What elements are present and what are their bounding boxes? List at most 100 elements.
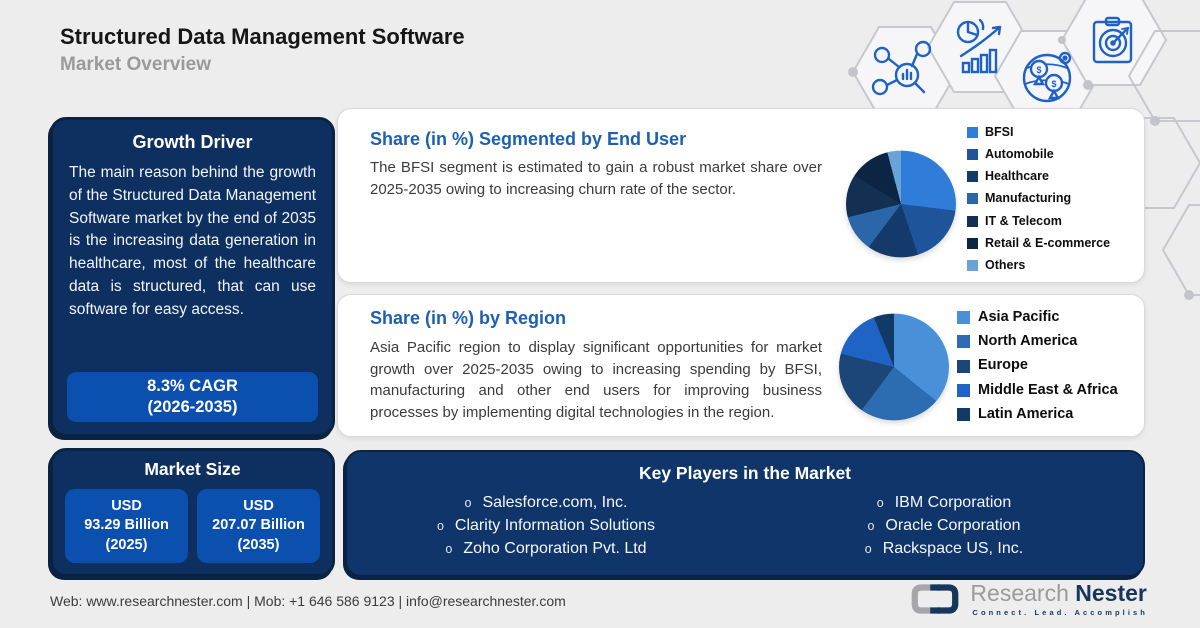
key-player-name: Oracle Corporation	[885, 517, 1021, 535]
legend-item: Manufacturing	[967, 192, 1110, 205]
growth-driver-text: The main reason behind the growth of the…	[69, 164, 316, 318]
footer-contact: Web: www.researchnester.com | Mob: +1 64…	[50, 593, 566, 609]
cagr-period: (2026-2035)	[147, 398, 238, 416]
end-user-legend: BFSI Automobile Healthcare Manufacturing IT …	[967, 125, 1111, 281]
legend-swatch	[967, 237, 978, 249]
key-player-item: o IBM Corporation	[877, 491, 1011, 514]
amount-label: 207.07 Billion	[212, 517, 305, 534]
legend-item: Others	[967, 257, 1110, 272]
year-label: (2035)	[237, 536, 280, 553]
legend-swatch	[967, 171, 978, 183]
key-player-name: Salesforce.com, Inc.	[482, 494, 628, 511]
legend-item: Retail & E-commerce	[967, 235, 1111, 250]
key-player-item: o Zoho Corporation Pvt. Ltd	[445, 537, 646, 560]
legend-swatch	[967, 215, 978, 227]
company-logo: Research Nester Connect. Lead. Accomplis…	[909, 579, 1148, 619]
legend-swatch	[967, 127, 978, 139]
legend-item: Middle East & Africa	[957, 381, 1118, 398]
legend-item: North America	[957, 333, 1118, 350]
market-size-title: Market Size	[144, 459, 241, 479]
bullet-icon: o	[876, 496, 884, 510]
legend-swatch	[957, 335, 970, 349]
legend-label: IT & Telecom	[985, 213, 1062, 228]
legend-label: Automobile	[985, 147, 1054, 162]
market-research-network-icon	[871, 40, 932, 96]
region-card-text: Asia Pacific region to display significa…	[370, 339, 822, 421]
legend-label: Healthcare	[985, 169, 1049, 184]
target-plan-icon	[1092, 16, 1133, 64]
region-share-card: Share (in %) by Region Asia Pacific regi…	[337, 294, 1145, 437]
legend-item: Asia Pacific	[957, 309, 1118, 325]
cagr-badge: 8.3% CAGR (2026-2035)	[67, 372, 318, 422]
region-pie-chart	[839, 313, 949, 421]
global-market-icon: $ $	[1022, 51, 1072, 103]
region-legend: Asia Pacific North America Europe Middle Ea…	[957, 309, 1118, 431]
bullet-icon: o	[867, 519, 875, 534]
bullet-icon: o	[864, 542, 872, 557]
key-players-column-left: o Salesforce.com, Inc. o Clarity Informatio…	[347, 491, 745, 561]
key-player-item: o Rackspace US, Inc.	[865, 537, 1023, 560]
bullet-icon: o	[464, 496, 472, 510]
market-size-2035-badge: USD 207.07 Billion (2035)	[197, 489, 320, 563]
legend-item: BFSI	[967, 125, 1110, 139]
key-player-item: o Clarity Information Solutions	[437, 514, 655, 537]
legend-label: BFSI	[985, 125, 1014, 139]
legend-label: Retail & E-commerce	[985, 235, 1111, 250]
key-player-name: Rackspace US, Inc.	[882, 540, 1024, 558]
bullet-icon: o	[436, 519, 444, 534]
currency-label: USD	[111, 498, 142, 515]
svg-text:$: $	[1036, 65, 1041, 75]
legend-item: Automobile	[967, 147, 1110, 162]
growth-driver-panel: Growth Driver The main reason behind the…	[50, 117, 335, 437]
market-size-panel: Market Size USD 93.29 Billion (2025) USD…	[50, 448, 335, 577]
legend-swatch	[967, 193, 978, 205]
legend-swatch	[957, 383, 970, 397]
end-user-card-title: Share (in %) Segmented by End User	[370, 129, 687, 149]
logo-name-bold: Nester	[1075, 579, 1147, 606]
year-label: (2025)	[105, 536, 148, 553]
key-player-item: o Oracle Corporation	[867, 514, 1020, 537]
cagr-value: 8.3% CAGR	[147, 377, 238, 396]
key-players-panel: Key Players in the Market o Salesforce.co…	[345, 450, 1145, 577]
legend-label: Middle East & Africa	[978, 381, 1118, 398]
region-card-title: Share (in %) by Region	[370, 308, 567, 328]
legend-item: Healthcare	[967, 170, 1110, 183]
key-player-name: Clarity Information Solutions	[454, 517, 656, 535]
legend-label: Others	[985, 257, 1026, 272]
legend-swatch	[967, 259, 978, 271]
market-size-2025-badge: USD 93.29 Billion (2025)	[65, 489, 188, 563]
logo-name: Research Nester	[970, 581, 1148, 605]
growth-driver-title: Growth Driver	[132, 132, 253, 152]
legend-label: Europe	[978, 357, 1028, 374]
legend-label: Asia Pacific	[978, 309, 1060, 325]
amount-label: 93.29 Billion	[84, 517, 169, 534]
key-player-item: o Salesforce.com, Inc.	[465, 491, 628, 514]
key-player-name: IBM Corporation	[894, 494, 1012, 511]
page-title: Structured Data Management Software	[60, 24, 465, 49]
legend-label: North America	[978, 333, 1078, 350]
legend-swatch	[957, 407, 970, 421]
logo-tagline: Connect. Lead. Accomplish	[972, 608, 1148, 618]
legend-swatch	[957, 359, 970, 373]
key-player-name: Zoho Corporation Pvt. Ltd	[463, 540, 647, 558]
end-user-share-card: Share (in %) Segmented by End User The B…	[337, 108, 1145, 283]
legend-item: Latin America	[957, 405, 1118, 422]
legend-swatch	[967, 149, 978, 161]
page-subtitle: Market Overview	[60, 54, 212, 75]
key-players-title: Key Players in the Market	[638, 463, 852, 483]
currency-label: USD	[243, 498, 274, 515]
legend-item: Europe	[957, 358, 1118, 373]
chain-link-icon	[912, 584, 959, 614]
legend-swatch	[957, 311, 970, 325]
growth-analytics-icon	[956, 18, 1002, 74]
svg-text:$: $	[1051, 79, 1056, 89]
legend-label: Latin America	[978, 405, 1074, 422]
end-user-card-text: The BFSI segment is estimated to gain a …	[370, 159, 822, 198]
logo-name-light: Research	[970, 579, 1069, 606]
legend-item: IT & Telecom	[967, 213, 1110, 228]
key-players-column-right: o IBM Corporation o Oracle Corporation o Rack…	[745, 491, 1143, 561]
legend-label: Manufacturing	[985, 191, 1072, 206]
end-user-pie-chart	[846, 150, 956, 258]
bullet-icon: o	[445, 542, 453, 557]
